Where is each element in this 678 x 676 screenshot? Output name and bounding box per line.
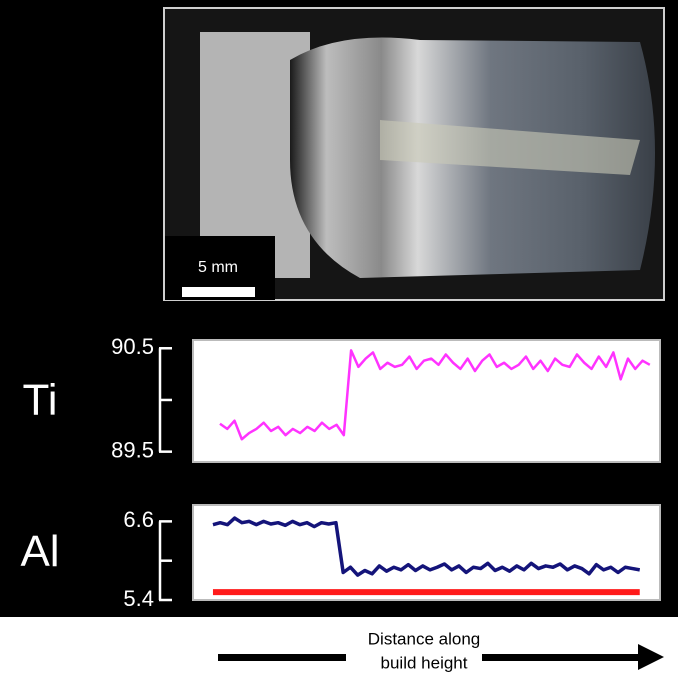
x-axis-arrow: Distance along build height [218, 629, 664, 672]
micrograph: 5 mm [163, 7, 665, 301]
y-tick-label: 6.6 [123, 507, 154, 532]
y-tick-label: 5.4 [123, 586, 154, 611]
x-axis-label: build height [381, 653, 468, 672]
x-axis-label: Distance along [368, 629, 480, 648]
y-tick-label: 90.5 [111, 334, 154, 359]
y-tick-label: 89.5 [111, 437, 154, 462]
plot-area [192, 339, 661, 463]
scale-bar-label: 5 mm [198, 259, 238, 276]
y-axis-label: Ti [22, 376, 57, 425]
y-axis-label: Al [20, 527, 59, 576]
data-line [212, 516, 641, 577]
data-line [219, 349, 651, 441]
plot-area [192, 504, 661, 601]
